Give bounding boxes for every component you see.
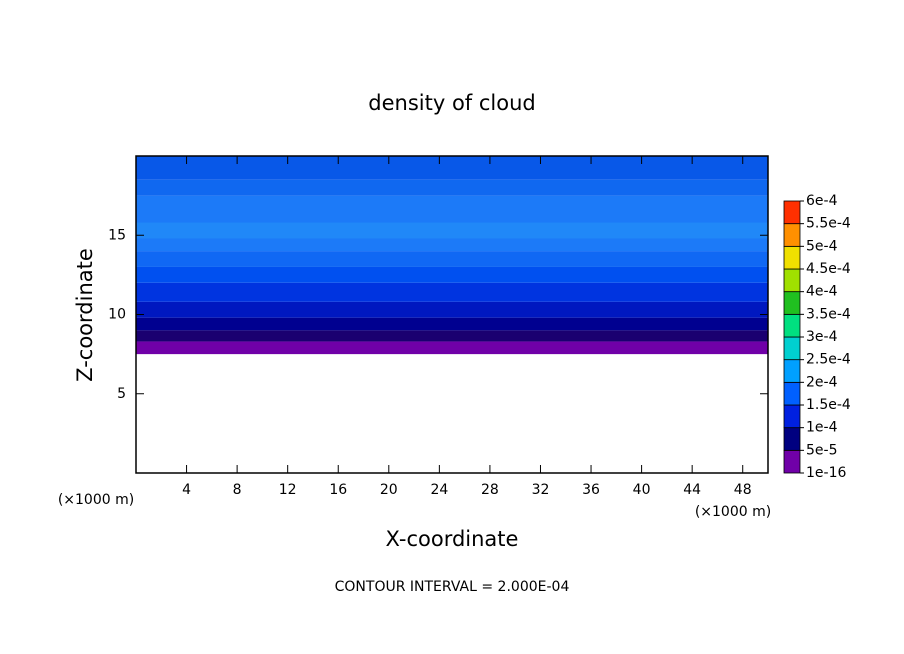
- x-tick-label: 4: [182, 482, 191, 498]
- x-tick-label: 16: [329, 482, 347, 498]
- x-unit: (×1000 m): [695, 504, 771, 520]
- x-axis-label: X-coordinate: [386, 527, 519, 551]
- colorbar-label: 5e-5: [806, 442, 837, 458]
- colorbar-label: 1.5e-4: [806, 397, 851, 413]
- x-tick-label: 40: [633, 482, 651, 498]
- contour-band: [136, 266, 768, 283]
- colorbar-label: 2e-4: [806, 374, 838, 390]
- colorbar-label: 1e-4: [806, 420, 838, 436]
- contour-band: [136, 251, 768, 267]
- contour-note: CONTOUR INTERVAL = 2.000E-04: [335, 579, 570, 595]
- colorbar-segment: [783, 200, 801, 225]
- y-unit: (×1000 m): [58, 492, 134, 508]
- x-tick-label: 44: [683, 482, 701, 498]
- colorbar-segment: [783, 313, 801, 338]
- y-tick-label: 10: [108, 307, 126, 323]
- colorbar-segment: [783, 404, 801, 429]
- colorbar-label: 4e-4: [806, 284, 838, 300]
- contour-band: [136, 317, 768, 331]
- contour-band: [136, 222, 768, 239]
- colorbar-segment: [783, 449, 801, 474]
- y-tick-label: 5: [117, 386, 126, 402]
- colorbar-segment: [783, 245, 801, 270]
- colorbar-label: 3e-4: [806, 329, 838, 345]
- contour-band: [136, 282, 768, 302]
- x-tick-label: 28: [481, 482, 499, 498]
- contour-band: [136, 301, 768, 318]
- y-tick-label: 15: [108, 227, 126, 243]
- colorbar-segment: [783, 336, 801, 361]
- contour-band: [136, 341, 768, 355]
- contour-band: [136, 330, 768, 342]
- x-tick-label: 24: [430, 482, 448, 498]
- contour-band: [136, 156, 768, 180]
- colorbar-label: 2.5e-4: [806, 352, 851, 368]
- chart-title: density of cloud: [368, 91, 535, 115]
- x-tick-label: 32: [532, 482, 550, 498]
- x-tick-label: 36: [582, 482, 600, 498]
- x-tick-label: 8: [233, 482, 242, 498]
- contour-band: [136, 179, 768, 196]
- colorbar-label: 5e-4: [806, 238, 838, 254]
- x-tick-label: 48: [734, 482, 752, 498]
- colorbar-segment: [783, 359, 801, 383]
- colorbar-label: 6e-4: [806, 193, 838, 209]
- x-tick-label: 12: [279, 482, 297, 498]
- colorbar-label: 3.5e-4: [806, 306, 851, 322]
- colorbar-segment: [783, 223, 801, 247]
- colorbar-segment: [783, 291, 801, 315]
- colorbar-label: 4.5e-4: [806, 261, 851, 277]
- colorbar-label: 5.5e-4: [806, 216, 851, 232]
- colorbar-segment: [783, 381, 801, 406]
- x-tick-label: 20: [380, 482, 398, 498]
- colorbar-label: 1e-16: [806, 465, 846, 481]
- y-axis-label: Z-coordinate: [73, 248, 97, 382]
- colorbar-segment: [783, 427, 801, 451]
- colorbar-segment: [783, 268, 801, 293]
